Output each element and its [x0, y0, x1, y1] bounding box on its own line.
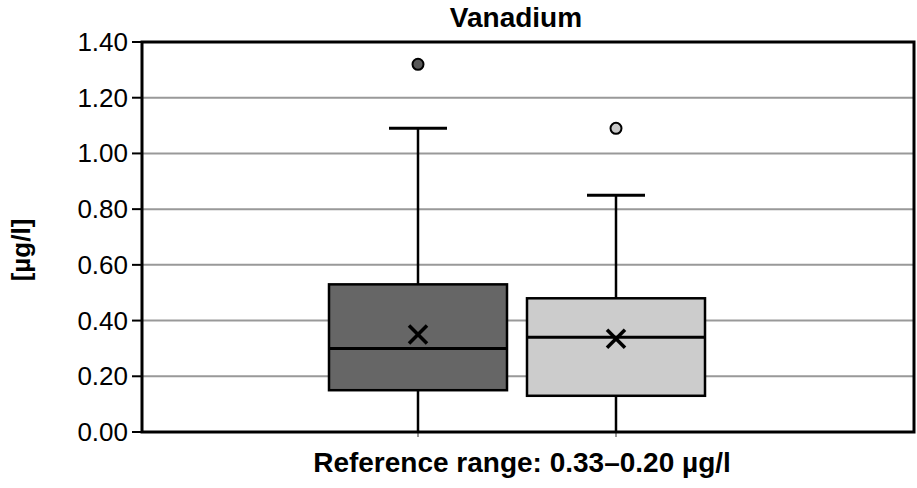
- iqr-box: [527, 298, 705, 396]
- outlier-point: [413, 59, 424, 70]
- y-tick-label: 1.20: [56, 85, 128, 111]
- y-tick-label: 0.80: [56, 196, 128, 222]
- y-tick-label: 0.00: [56, 419, 128, 445]
- y-tick-label: 1.00: [56, 140, 128, 166]
- iqr-box: [329, 284, 507, 390]
- boxplot-figure: Vanadium [µg/l] 1.401.201.000.800.600.40…: [0, 0, 917, 488]
- y-tick-label: 0.60: [56, 252, 128, 278]
- y-tick-label: 1.40: [56, 29, 128, 55]
- outlier-point: [611, 123, 622, 134]
- y-tick-label: 0.20: [56, 363, 128, 389]
- y-tick-label: 0.40: [56, 308, 128, 334]
- reference-range-caption: Reference range: 0.33–0.20 µg/l: [136, 447, 908, 479]
- plot-area: [0, 0, 917, 488]
